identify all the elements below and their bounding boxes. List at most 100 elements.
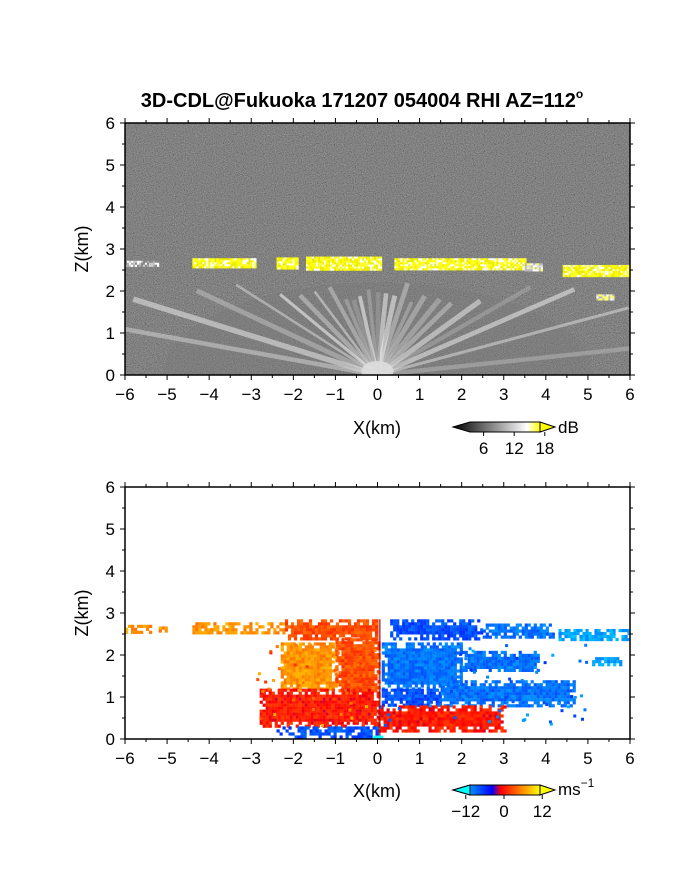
velocity-pixel bbox=[352, 700, 356, 704]
velocity-pixel bbox=[518, 698, 522, 702]
cloud-pixel bbox=[446, 266, 449, 269]
cloud-pixel bbox=[590, 270, 593, 274]
velocity-pixel bbox=[280, 648, 284, 652]
velocity-pixel bbox=[443, 729, 447, 733]
velocity-pixel bbox=[414, 628, 418, 632]
cloud-pixel bbox=[470, 260, 473, 263]
velocity-pixel bbox=[355, 712, 359, 716]
velocity-pixel bbox=[527, 704, 531, 708]
velocity-pixel bbox=[204, 628, 208, 632]
velocity-pixel bbox=[420, 700, 424, 704]
velocity-pixel bbox=[262, 709, 266, 713]
velocity-pixel bbox=[399, 681, 403, 685]
velocity-pixel bbox=[339, 735, 343, 739]
velocity-pixel bbox=[432, 666, 436, 670]
velocity-pixel bbox=[286, 660, 290, 664]
velocity-pixel bbox=[494, 717, 498, 721]
velocity-pixel bbox=[396, 675, 400, 679]
velocity-pixel-sparse bbox=[525, 713, 529, 717]
velocity-pixel bbox=[407, 714, 411, 718]
velocity-pixel bbox=[302, 628, 307, 632]
cloud-pixel bbox=[246, 264, 249, 267]
cloud-pixel bbox=[584, 266, 587, 270]
cloud-pixel bbox=[462, 262, 465, 265]
velocity-pixel bbox=[271, 715, 275, 719]
cloud-pixel bbox=[468, 262, 471, 265]
velocity-pixel bbox=[274, 697, 278, 701]
cloud-pixel bbox=[406, 262, 409, 265]
cloud-pixel bbox=[157, 260, 160, 263]
velocity-pixel bbox=[319, 681, 323, 685]
velocity-pixel bbox=[362, 625, 367, 629]
velocity-pixel bbox=[551, 635, 555, 639]
velocity-pixel bbox=[411, 703, 415, 707]
velocity-pixel bbox=[325, 675, 329, 679]
velocity-pixel bbox=[417, 697, 421, 701]
velocity-pixel bbox=[346, 706, 350, 710]
cloud-pixel bbox=[600, 266, 603, 270]
cloud-pixel bbox=[321, 264, 325, 267]
cloud-pixel bbox=[309, 262, 313, 265]
velocity-pixel bbox=[446, 689, 450, 693]
cloud-pixel bbox=[620, 264, 623, 268]
cloud-pixel bbox=[373, 262, 377, 265]
velocity-pixel bbox=[368, 677, 372, 681]
cloud-pixel bbox=[568, 272, 571, 276]
cloud-pixel bbox=[610, 270, 613, 274]
velocity-pixel bbox=[437, 717, 441, 721]
cloud-pixel bbox=[294, 257, 297, 260]
cloud-pixel bbox=[568, 266, 571, 270]
cloud-pixel bbox=[460, 268, 463, 271]
cloud-pixel bbox=[568, 264, 571, 268]
velocity-pixel bbox=[369, 735, 373, 739]
velocity-pixel bbox=[494, 623, 498, 627]
velocity-pixel bbox=[479, 698, 483, 702]
velocity-pixel bbox=[359, 625, 364, 629]
velocity-pixel bbox=[399, 675, 403, 679]
velocity-pixel bbox=[283, 672, 287, 676]
cloud-pixel bbox=[315, 258, 319, 261]
cloud-pixel bbox=[276, 263, 279, 266]
velocity-pixel bbox=[473, 705, 477, 709]
velocity-pixel bbox=[539, 689, 543, 693]
velocity-pixel-sparse bbox=[317, 673, 321, 677]
velocity-pixel bbox=[398, 723, 402, 727]
velocity-pixel bbox=[616, 660, 620, 664]
velocity-pixel bbox=[362, 634, 367, 638]
cloud-pixel bbox=[202, 264, 205, 267]
velocity-pixel bbox=[280, 657, 284, 661]
velocity-pixel bbox=[591, 637, 595, 642]
cloud-pixel bbox=[598, 274, 601, 278]
velocity-pixel bbox=[485, 720, 489, 724]
velocity-pixel bbox=[304, 669, 308, 673]
velocity-pixel bbox=[446, 714, 450, 718]
velocity-pixel bbox=[435, 625, 439, 629]
cloud-pixel bbox=[369, 264, 373, 267]
cloud-pixel bbox=[192, 264, 195, 267]
velocity-pixel bbox=[390, 663, 394, 667]
velocity-pixel bbox=[331, 700, 335, 704]
velocity-pixel bbox=[482, 656, 486, 660]
velocity-pixel bbox=[149, 624, 153, 628]
velocity-pixel bbox=[362, 680, 366, 684]
velocity-pixel bbox=[473, 711, 477, 715]
velocity-pixel bbox=[434, 711, 438, 715]
cloud-pixel bbox=[602, 268, 605, 272]
velocity-pixel bbox=[503, 635, 507, 639]
cloud-pixel bbox=[474, 262, 477, 265]
beam-ray bbox=[235, 283, 379, 375]
velocity-pixel bbox=[286, 712, 290, 716]
velocity-pixel bbox=[461, 695, 465, 699]
velocity-pixel bbox=[405, 694, 409, 698]
velocity-pixel bbox=[405, 688, 409, 692]
velocity-pixel-sparse bbox=[505, 644, 509, 648]
cloud-pixel bbox=[534, 267, 537, 270]
cloud-pixel bbox=[406, 264, 409, 267]
velocity-pixel bbox=[347, 650, 351, 654]
velocity-pixel bbox=[438, 675, 442, 679]
velocity-pixel bbox=[557, 698, 561, 702]
velocity-pixel bbox=[370, 694, 374, 698]
cloud-pixel bbox=[234, 266, 237, 269]
velocity-pixel bbox=[438, 634, 442, 638]
velocity-pixel bbox=[289, 715, 293, 719]
